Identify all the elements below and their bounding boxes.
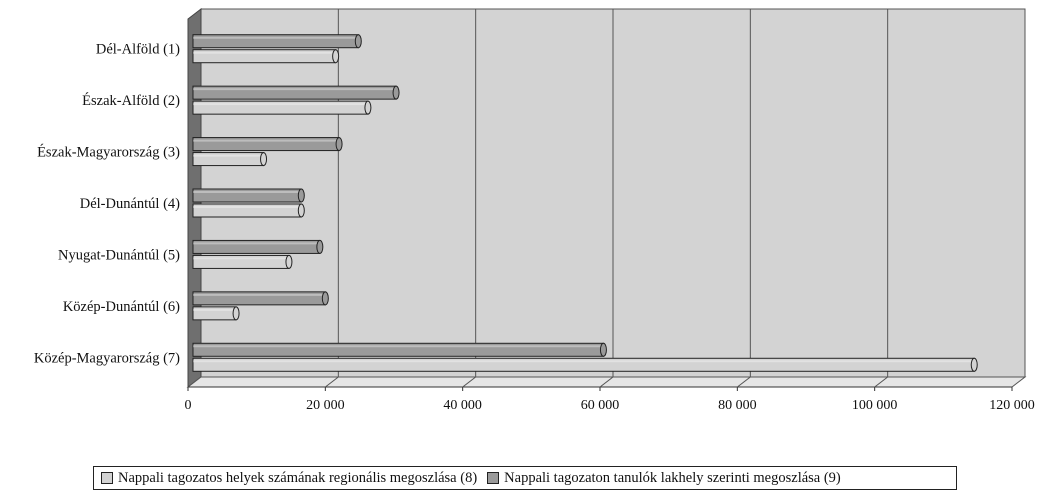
bar-series-2-cap (316, 239, 324, 254)
bar-series-2-body (192, 342, 604, 357)
bar-series-1-body (192, 203, 302, 218)
bar-series-1-body (192, 100, 369, 115)
bar-series-2-cap (392, 85, 400, 100)
legend-item-series-1: Nappali tagozatos helyek számának region… (101, 470, 477, 487)
bar-series-1-cap (970, 357, 978, 372)
x-tick-label: 20 000 (306, 398, 345, 413)
legend-item-series-2: Nappali tagozaton tanulók lakhely szerin… (487, 470, 841, 487)
category-label: Észak-Magyarország (3) (37, 144, 180, 161)
bar-series-2 (192, 137, 343, 152)
gridline-floor (599, 376, 614, 388)
bar-series-2-cap (354, 34, 362, 49)
bar-series-1 (192, 203, 305, 218)
gridline-floor (737, 376, 751, 388)
bar-series-2-body (192, 239, 321, 254)
plot-area (186, 7, 1027, 389)
gridline-floor (462, 376, 476, 388)
category-label: Észak-Alföld (2) (82, 92, 180, 109)
bar-series-1 (192, 49, 340, 64)
bar-series-2-cap (321, 291, 329, 306)
legend-swatch-series-1 (101, 472, 113, 484)
gridline-floor (325, 376, 339, 388)
bar-series-1-cap (285, 254, 293, 269)
bar-series-2-body (192, 188, 302, 203)
bar-series-2-cap (335, 137, 343, 152)
x-axis-ticks: 0 20 000 40 000 60 000 80 000 100 000 120 000 (185, 387, 1035, 413)
bar-series-2-body (192, 34, 359, 49)
bar-series-1 (192, 306, 240, 321)
category-label: Közép-Dunántúl (6) (63, 299, 180, 315)
bar-series-1-cap (260, 152, 268, 167)
x-tick-label: 40 000 (443, 398, 482, 413)
legend: Nappali tagozatos helyek számának region… (93, 466, 957, 490)
gridline-floor (874, 376, 888, 388)
bar-series-1-body (192, 152, 265, 167)
bar-series-1-body (192, 49, 337, 64)
legend-label-series-2: Nappali tagozaton tanulók lakhely szerin… (504, 469, 841, 486)
bar-series-1 (192, 100, 372, 115)
legend-swatch-series-2 (487, 472, 500, 484)
bar-series-1-cap (297, 203, 305, 218)
x-tick-label: 60 000 (581, 398, 620, 413)
category-label: Dél-Alföld (1) (96, 42, 180, 58)
bar-series-1-cap (232, 306, 240, 321)
bar-series-2 (192, 85, 400, 100)
bar-series-1 (192, 357, 978, 372)
bar-series-2-cap (297, 188, 305, 203)
bar-series-2 (192, 239, 324, 254)
bar-series-2 (192, 342, 607, 357)
bar-series-2-body (192, 137, 340, 152)
bar-series-2-body (192, 85, 397, 100)
bar-series-2-body (192, 291, 326, 306)
bar-series-1-body (192, 357, 975, 372)
bar-series-2 (192, 34, 362, 49)
category-labels: Dél-Alföld (1) Észak-Alföld (2) Észak-Magy… (34, 42, 180, 367)
x-tick-label: 0 (185, 398, 192, 413)
legend-label-series-1: Nappali tagozatos helyek számának region… (118, 469, 478, 486)
bar-series-2 (192, 188, 305, 203)
bar-series-1-cap (332, 49, 340, 64)
x-tick-label: 100 000 (852, 398, 898, 413)
bar-series-2 (192, 291, 329, 306)
bar-series-1 (192, 254, 293, 269)
x-tick-label: 80 000 (718, 398, 757, 413)
category-label: Közép-Magyarország (7) (34, 350, 180, 366)
category-label: Nyugat-Dunántúl (5) (58, 247, 180, 263)
bar-series-1-body (192, 254, 290, 269)
category-label: Dél-Dunántúl (4) (80, 196, 180, 212)
gridlines (325, 9, 889, 388)
bar-series-1-body (192, 306, 237, 321)
bar-chart: 0 20 000 40 000 60 000 80 000 100 000 120 000 … (34, 7, 1035, 413)
bars (192, 34, 978, 372)
bar-series-2-cap (599, 342, 607, 357)
bar-series-1 (192, 152, 268, 167)
bar-series-1-cap (364, 100, 372, 115)
x-tick-label: 120 000 (989, 398, 1035, 413)
